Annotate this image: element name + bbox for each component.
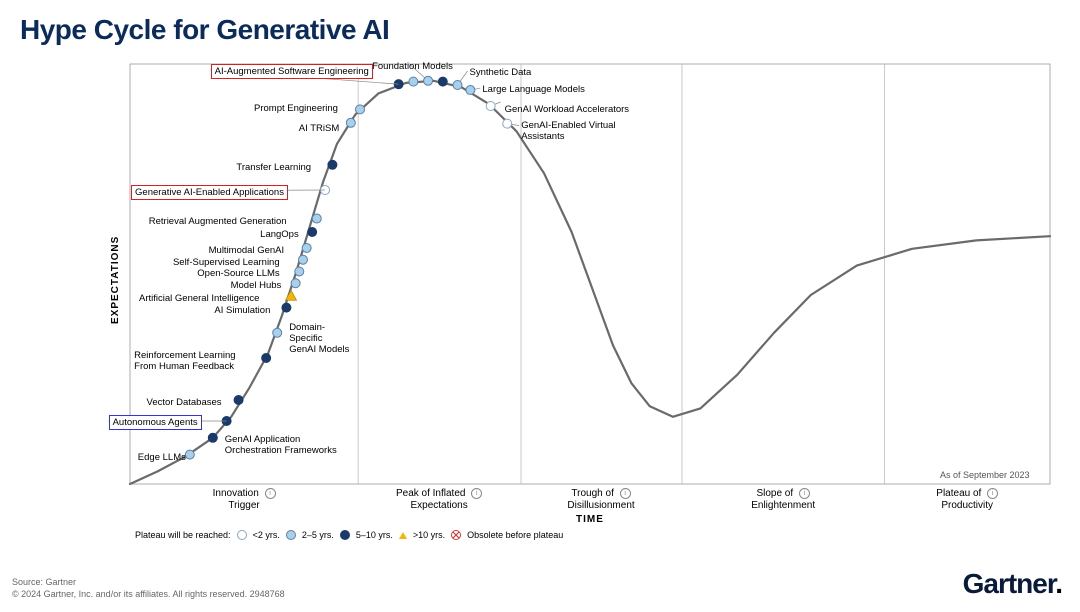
- tech-label: Reinforcement LearningFrom Human Feedbac…: [134, 350, 235, 372]
- tech-label: GenAI ApplicationOrchestration Framework…: [225, 434, 337, 456]
- tech-label: AI TRiSM: [299, 123, 339, 134]
- tech-label: Retrieval Augmented Generation: [149, 216, 287, 227]
- source-line2: © 2024 Gartner, Inc. and/or its affiliat…: [12, 589, 285, 599]
- info-icon: i: [471, 488, 482, 499]
- tech-label: Prompt Engineering: [254, 103, 338, 114]
- info-icon: i: [620, 488, 631, 499]
- legend-item: 5–10 yrs.: [356, 530, 393, 540]
- tech-label: Edge LLMs: [138, 452, 186, 463]
- tech-label: AI Simulation: [214, 305, 270, 316]
- tech-label: Vector Databases: [147, 397, 222, 408]
- gartner-logo: Gartner.: [963, 568, 1062, 600]
- phase-label: Slope of iEnlightenment: [728, 488, 838, 512]
- tech-label: GenAI-Enabled VirtualAssistants: [521, 120, 615, 142]
- legend-item: Obsolete before plateau: [467, 530, 563, 540]
- info-icon: i: [799, 488, 810, 499]
- source-line1: Source: Gartner: [12, 577, 76, 587]
- legend-item: 2–5 yrs.: [302, 530, 334, 540]
- legend: Plateau will be reached: <2 yrs. 2–5 yrs…: [135, 530, 563, 540]
- tech-label: Domain-SpecificGenAI Models: [289, 322, 349, 355]
- tech-label: LangOps: [260, 229, 299, 240]
- tech-label: Self-Supervised Learning: [173, 257, 280, 268]
- gartner-dot: .: [1055, 568, 1062, 599]
- phase-label: Trough of iDisillusionment: [546, 488, 656, 512]
- tech-label: Transfer Learning: [236, 162, 311, 173]
- tech-label: Foundation Models: [372, 61, 453, 72]
- phase-label: Peak of Inflated iExpectations: [384, 488, 494, 512]
- legend-title: Plateau will be reached:: [135, 530, 231, 540]
- highlight-box: Generative AI-Enabled Applications: [131, 185, 288, 200]
- info-icon: i: [987, 488, 998, 499]
- source-attribution: Source: Gartner © 2024 Gartner, Inc. and…: [12, 576, 285, 600]
- highlight-box: AI-Augmented Software Engineering: [211, 64, 373, 79]
- tech-label: Synthetic Data: [470, 67, 532, 78]
- highlight-box: Autonomous Agents: [109, 415, 202, 430]
- tech-label: Open-Source LLMs: [197, 268, 279, 279]
- phase-label: Plateau of iProductivity: [912, 488, 1022, 512]
- tech-label: GenAI Workload Accelerators: [505, 104, 629, 115]
- legend-item: >10 yrs.: [413, 530, 445, 540]
- as-of-date: As of September 2023: [940, 470, 1030, 480]
- info-icon: i: [265, 488, 276, 499]
- phase-label: Innovation iTrigger: [189, 488, 299, 512]
- tech-label: Large Language Models: [482, 84, 584, 95]
- tech-label: Model Hubs: [231, 280, 282, 291]
- tech-label: Multimodal GenAI: [209, 245, 285, 256]
- y-axis-label: EXPECTATIONS: [110, 236, 121, 324]
- x-axis-label: TIME: [576, 514, 604, 525]
- gartner-text: Gartner: [963, 568, 1056, 599]
- tech-label: Artificial General Intelligence: [139, 293, 259, 304]
- legend-item: <2 yrs.: [253, 530, 280, 540]
